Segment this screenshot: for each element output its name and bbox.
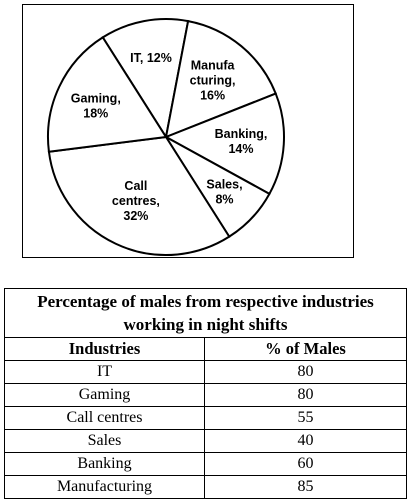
table-row: Gaming 80	[4, 383, 407, 407]
pie-slice-call-centres	[47, 135, 231, 256]
industry-cell: Manufacturing	[4, 475, 205, 499]
table-title-row: Percentage of males from respective indu…	[4, 288, 407, 338]
industry-cell: Banking	[4, 452, 205, 476]
percent-cell: 80	[204, 383, 407, 407]
table-row: Call centres 55	[4, 406, 407, 430]
table-title: Percentage of males from respective indu…	[4, 288, 407, 338]
night-shift-table: Percentage of males from respective indu…	[4, 288, 407, 499]
pie-chart-frame: IT, 12% Manufa cturing, 16% Banking, 14% Sales…	[22, 4, 354, 258]
pie-label-it: IT, 12%	[130, 51, 172, 65]
table-row: Manufacturing 85	[4, 475, 407, 499]
table-header-row: Industries % of Males	[4, 337, 407, 361]
table-row: Sales 40	[4, 429, 407, 453]
pie-label-call-centres: Call centres, 32%	[112, 179, 160, 223]
pie-label-gaming: Gaming, 18%	[71, 91, 121, 120]
table-row: Banking 60	[4, 452, 407, 476]
pie-label-manufacturing: Manufa cturing, 16%	[190, 59, 236, 103]
pie-slice-gaming	[47, 35, 168, 153]
percent-cell: 60	[204, 452, 407, 476]
percent-cell: 55	[204, 406, 407, 430]
pie-chart: IT, 12% Manufa cturing, 16% Banking, 14% Sales…	[47, 18, 285, 256]
pie-label-sales: Sales, 8%	[206, 177, 242, 206]
percent-cell: 40	[204, 429, 407, 453]
industry-cell: Sales	[4, 429, 205, 453]
table-row: IT 80	[4, 360, 407, 384]
percent-cell: 80	[204, 360, 407, 384]
pie-slice-banking	[163, 92, 285, 196]
industry-cell: Gaming	[4, 383, 205, 407]
industry-cell: IT	[4, 360, 205, 384]
pie-label-banking: Banking, 14%	[215, 127, 268, 156]
pie-slice-manufacturing	[164, 19, 278, 139]
column-header-percent-males: % of Males	[204, 337, 407, 361]
pie-slice-it	[101, 18, 190, 140]
industry-cell: Call centres	[4, 406, 205, 430]
column-header-industries: Industries	[4, 337, 205, 361]
percent-cell: 85	[204, 475, 407, 499]
